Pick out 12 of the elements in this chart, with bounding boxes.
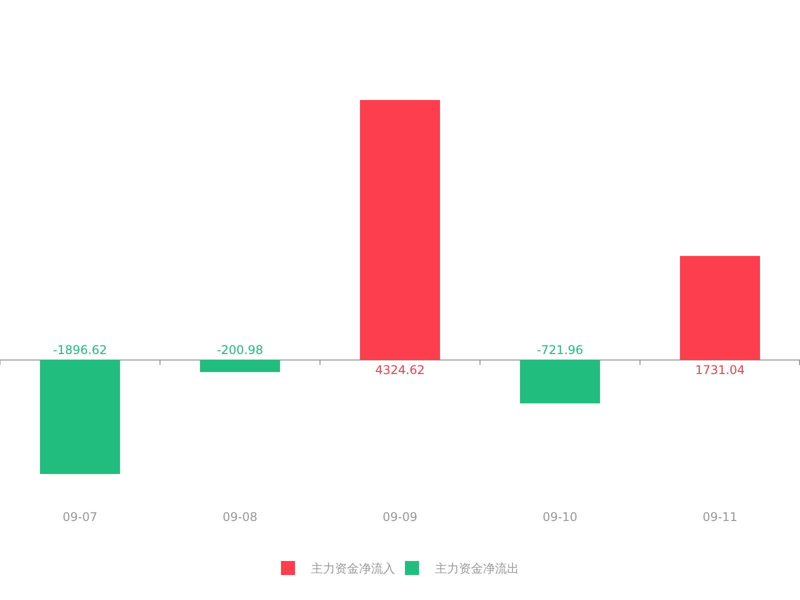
x-tick-label: 09-11: [702, 510, 738, 524]
x-tick-label: 09-07: [62, 510, 98, 524]
x-tick-label: 09-08: [222, 510, 258, 524]
x-tick-label: 09-10: [542, 510, 578, 524]
data-label: -721.96: [536, 342, 584, 357]
legend-label: 主力资金净流出: [435, 562, 519, 576]
legend-label: 主力资金净流入: [311, 562, 395, 576]
x-tick-label: 09-09: [382, 510, 418, 524]
data-label: -200.98: [216, 342, 264, 357]
data-label: 1731.04: [695, 362, 745, 377]
data-label: -1896.62: [53, 342, 107, 357]
data-label: 4324.62: [375, 362, 425, 377]
